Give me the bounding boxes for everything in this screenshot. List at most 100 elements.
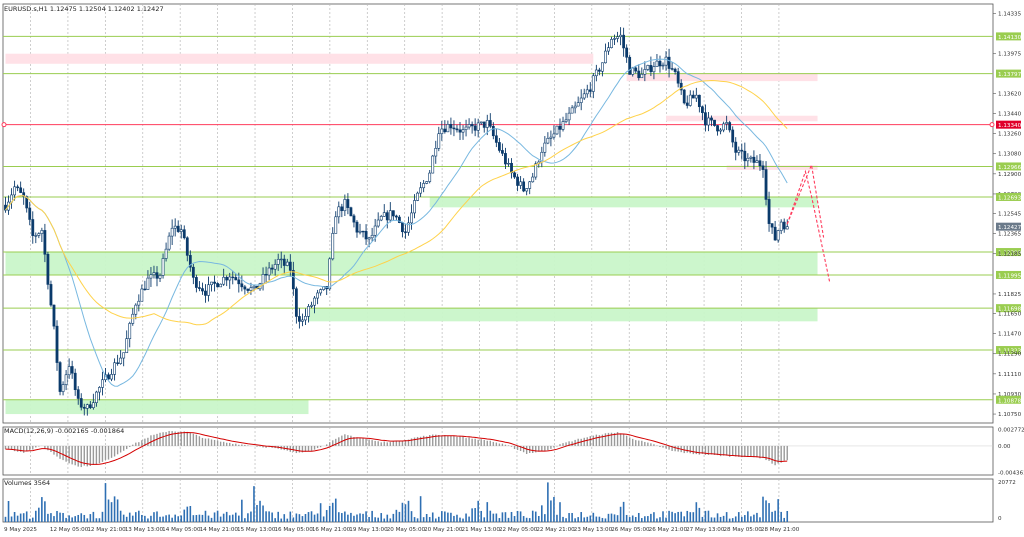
candle-body xyxy=(176,225,180,232)
candle-body xyxy=(376,219,380,227)
candle-body xyxy=(40,230,44,234)
candle-body xyxy=(440,128,444,135)
forecast-projection xyxy=(786,162,831,283)
candle-body xyxy=(246,288,250,291)
current-price-label: 1.12427 xyxy=(998,225,1022,231)
time-tick-label: 12 May 21:00 xyxy=(87,527,126,533)
candle-body xyxy=(591,75,595,92)
candle-body xyxy=(476,122,480,131)
candle-body xyxy=(646,65,650,70)
candle-body xyxy=(167,235,171,250)
candle-body xyxy=(552,133,556,138)
support-zone xyxy=(5,252,818,275)
candle-body xyxy=(422,183,426,189)
candle-body xyxy=(549,136,553,139)
candle-body xyxy=(128,323,132,339)
candle-body xyxy=(46,253,50,285)
volume-tick-label: 0 xyxy=(998,516,1002,522)
time-tick-label: 20 May 05:00 xyxy=(387,527,426,533)
candle-body xyxy=(67,366,71,376)
candle-body xyxy=(470,124,474,127)
candle-body xyxy=(691,94,695,99)
candle-body xyxy=(270,267,274,270)
macd-tick-label: -0.004361 xyxy=(998,470,1024,476)
price-tick-label: 1.11470 xyxy=(998,332,1022,338)
candle-body xyxy=(85,404,89,409)
projection-path-0 xyxy=(786,162,825,238)
candle-body xyxy=(385,212,389,221)
candle-body xyxy=(461,129,465,133)
candle-body xyxy=(101,379,104,388)
candle-body xyxy=(182,229,186,239)
volume-tick-label: 20772 xyxy=(998,480,1016,486)
time-tick-label: 27 May 13:00 xyxy=(686,527,725,533)
price-tick-label: 1.13080 xyxy=(998,152,1022,158)
candle-body xyxy=(528,181,532,189)
candle-body xyxy=(358,230,362,233)
candle-body xyxy=(188,255,192,268)
time-tick-label: 22 May 21:00 xyxy=(536,527,575,533)
candle-body xyxy=(58,362,62,392)
candle-body xyxy=(473,125,477,131)
candle-body xyxy=(276,259,280,265)
candle-body xyxy=(31,219,35,236)
candle-body xyxy=(213,281,216,284)
candle-body xyxy=(534,163,538,178)
candle-body xyxy=(119,357,123,364)
candle-body xyxy=(391,210,395,217)
candle-body xyxy=(146,277,150,290)
candle-body xyxy=(140,288,144,302)
time-tick-label: 14 May 21:00 xyxy=(200,527,239,533)
level-price-label: 1.12966 xyxy=(998,165,1022,171)
candle-body xyxy=(237,279,241,285)
level-price-tag xyxy=(996,248,1021,257)
candle-body xyxy=(628,56,632,75)
candle-body xyxy=(298,316,301,322)
candle-body xyxy=(428,172,432,182)
candle-body xyxy=(610,39,613,48)
price-tick-label: 1.12545 xyxy=(998,212,1022,218)
level-price-tag xyxy=(996,192,1021,201)
volume-panel xyxy=(4,482,789,522)
macd-tick-label: 0.00 xyxy=(998,444,1011,450)
current-price-tag xyxy=(996,222,1021,231)
candle-body xyxy=(449,124,453,129)
candle-body xyxy=(679,82,683,91)
time-tick-label: 23 May 13:00 xyxy=(574,527,613,533)
candle-body xyxy=(543,142,547,153)
candle-body xyxy=(737,149,741,153)
time-tick-label: 12 May 05:00 xyxy=(50,527,89,533)
candle-body xyxy=(367,237,371,240)
time-tick-label: 21 May 13:00 xyxy=(462,527,501,533)
candle-body xyxy=(607,47,610,52)
candle-body xyxy=(122,352,126,359)
support-zone xyxy=(5,399,309,415)
candle-body xyxy=(685,102,689,106)
candle-body xyxy=(37,233,41,236)
price-tick-label: 1.11650 xyxy=(998,312,1022,318)
candle-body xyxy=(401,222,404,233)
candle-body xyxy=(564,119,568,122)
candle-body xyxy=(722,123,726,131)
candle-body xyxy=(240,283,244,288)
level-price-label: 1.10878 xyxy=(998,398,1022,404)
time-tick-label: 16 May 21:00 xyxy=(312,527,351,533)
candle-body xyxy=(216,283,220,288)
horizontal-levels[interactable] xyxy=(1,35,995,401)
level-price-tag xyxy=(996,120,1021,129)
candle-body xyxy=(34,235,38,237)
header: EURUSD.s,H1 1.12475 1.12504 1.12402 1.12… xyxy=(4,5,164,13)
candle-body xyxy=(394,215,398,218)
candle-body xyxy=(676,71,680,84)
candle-body xyxy=(758,160,762,167)
time-tick-label: 15 May 13:00 xyxy=(237,527,276,533)
candle-body xyxy=(601,62,604,72)
candle-body xyxy=(504,153,507,165)
candle-body xyxy=(710,117,713,121)
candle-body xyxy=(95,391,98,403)
level-price-label: 1.13797 xyxy=(998,72,1022,78)
candle-body xyxy=(637,70,641,79)
candle-body xyxy=(719,129,722,132)
candle-body xyxy=(207,284,210,296)
